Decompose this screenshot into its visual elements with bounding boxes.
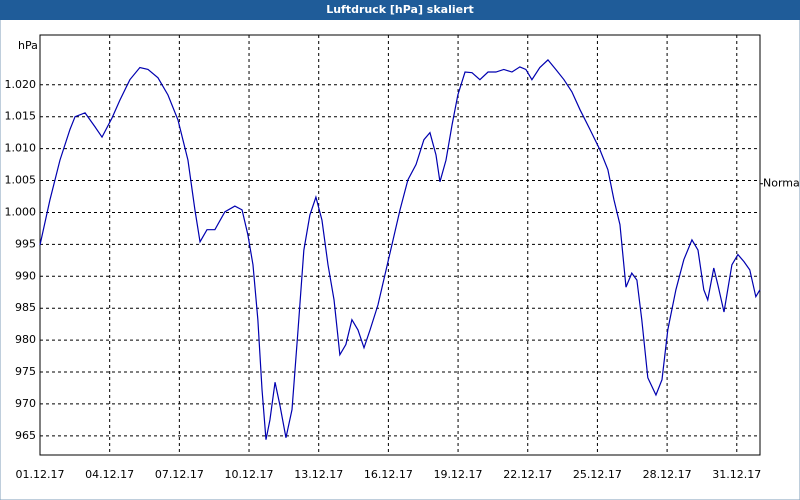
y-tick-label: 1.000: [5, 205, 37, 218]
title-bar: [0, 0, 800, 20]
y-tick-label: 1.015: [5, 110, 37, 123]
x-tick-label: 31.12.17: [712, 468, 761, 481]
x-tick-label: 07.12.17: [155, 468, 204, 481]
y-tick-label: 990: [15, 269, 36, 282]
x-tick-label: 10.12.17: [225, 468, 274, 481]
y-tick-label: 965: [15, 429, 36, 442]
y-tick-label: 1.010: [5, 142, 37, 155]
y-tick-label: 985: [15, 301, 36, 314]
x-tick-label: 22.12.17: [503, 468, 552, 481]
y-tick-label: 1.020: [5, 78, 37, 91]
y-tick-label: 1.005: [5, 174, 37, 187]
y-tick-label: 975: [15, 365, 36, 378]
x-tick-label: 04.12.17: [85, 468, 134, 481]
y-axis-label: hPa: [18, 39, 38, 52]
y-tick-label: 995: [15, 237, 36, 250]
x-tick-label: 13.12.17: [294, 468, 343, 481]
y-tick-label: 980: [15, 333, 36, 346]
x-tick-label: 25.12.17: [573, 468, 622, 481]
x-tick-label: 28.12.17: [643, 468, 692, 481]
line-series: [39, 59, 761, 440]
chart-title: Luftdruck [hPa] skaliert: [326, 3, 474, 16]
x-tick-label: 19.12.17: [434, 468, 483, 481]
x-tick-label: 01.12.17: [16, 468, 65, 481]
y-tick-label: 970: [15, 397, 36, 410]
x-tick-label: 16.12.17: [364, 468, 413, 481]
normal-label: Normal: [763, 177, 800, 190]
